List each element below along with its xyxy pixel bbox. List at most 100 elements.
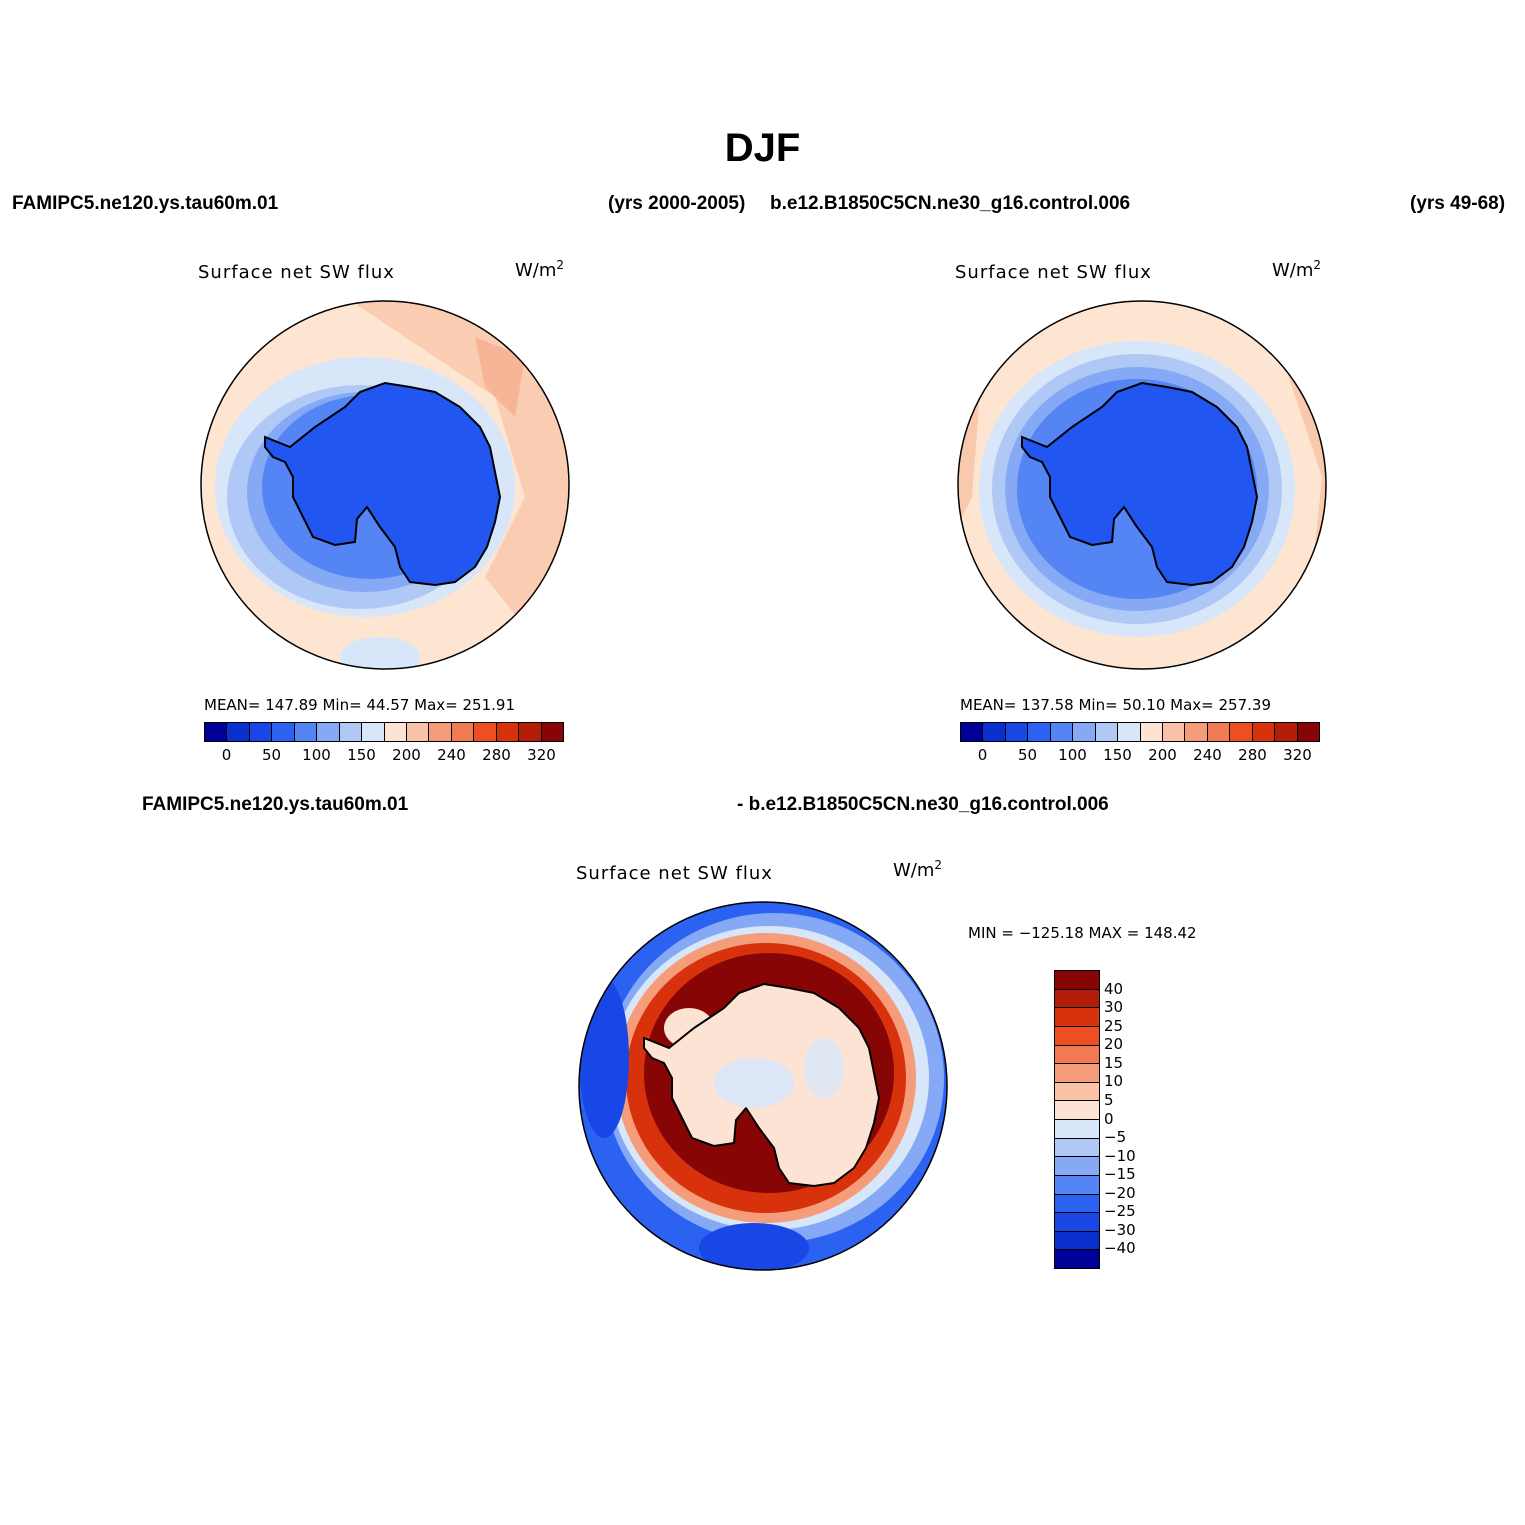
colorbar-swatch <box>1118 723 1141 741</box>
colorbar-swatch <box>1055 1064 1099 1083</box>
colorbar-swatch <box>1207 723 1231 741</box>
main-title: DJF <box>724 126 801 170</box>
colorbar-swatch <box>1055 1194 1099 1214</box>
colorbar-tick-label: 50 <box>261 746 282 764</box>
colorbar-swatch <box>1275 723 1298 741</box>
colorbar-swatch <box>1185 723 1208 741</box>
polar-map-case2 <box>957 300 1327 670</box>
colorbar-swatch <box>1055 1120 1099 1139</box>
colorbar-tick-label: 200 <box>1148 746 1177 764</box>
panel3-stats: MIN = −125.18 MAX = 148.42 <box>968 924 1197 942</box>
colorbar-tick-label: 100 <box>302 746 331 764</box>
colorbar-tick-label: −15 <box>1104 1165 1136 1184</box>
case1-years: (yrs 2000-2005) <box>608 193 746 214</box>
colorbar-case2 <box>960 722 1320 742</box>
colorbar-tick-label: 0 <box>977 746 988 764</box>
colorbar-tick-label: 200 <box>392 746 421 764</box>
colorbar-swatch <box>1028 723 1051 741</box>
colorbar-swatch <box>983 723 1006 741</box>
panel3-units: W/m2 <box>893 858 943 881</box>
panel2-title: Surface net SW flux <box>955 262 1152 283</box>
colorbar-tick-label: 40 <box>1104 979 1124 998</box>
colorbar-tick-label: 0 <box>1104 1109 1114 1128</box>
colorbar-swatch <box>227 723 250 741</box>
colorbar-swatch <box>961 723 984 741</box>
colorbar-swatch <box>272 723 295 741</box>
case2-label: b.e12.B1850C5CN.ne30_g16.control.006 <box>770 193 1131 214</box>
colorbar-swatch <box>1055 1157 1099 1176</box>
antarctica-outline-2 <box>1021 381 1259 587</box>
colorbar-tick-label: −20 <box>1104 1183 1136 1202</box>
colorbar-swatch <box>1055 1138 1099 1158</box>
colorbar-swatch <box>1297 723 1319 741</box>
colorbar-tick-label: 50 <box>1017 746 1038 764</box>
colorbar-tick-label: 30 <box>1104 998 1124 1017</box>
colorbar-swatch <box>541 723 563 741</box>
polar-map-difference <box>578 901 948 1271</box>
panel3-title: Surface net SW flux <box>576 863 773 884</box>
panel1-units: W/m2 <box>515 258 565 281</box>
colorbar-swatch <box>1095 723 1119 741</box>
polar-map-case1 <box>200 300 570 670</box>
colorbar-swatch <box>294 723 318 741</box>
colorbar-swatch <box>362 723 385 741</box>
colorbar-swatch <box>1005 723 1029 741</box>
case2-years: (yrs 49-68) <box>1410 193 1506 214</box>
colorbar-tick-label: 280 <box>1238 746 1267 764</box>
colorbar-swatch <box>1252 723 1276 741</box>
colorbar-swatch <box>249 723 273 741</box>
colorbar-tick-label: 15 <box>1104 1053 1124 1072</box>
panel2-units: W/m2 <box>1272 258 1322 281</box>
colorbar-tick-label: −30 <box>1104 1220 1136 1239</box>
colorbar-swatch <box>1050 723 1074 741</box>
colorbar-swatch <box>474 723 497 741</box>
colorbar-swatch <box>317 723 340 741</box>
colorbar-tick-label: 240 <box>437 746 466 764</box>
colorbar-case2-ticks: 0 50 100 150 200 240 280 320 <box>960 746 1320 766</box>
colorbar-tick-label: 150 <box>347 746 376 764</box>
colorbar-swatch <box>1230 723 1253 741</box>
colorbar-swatch <box>496 723 520 741</box>
colorbar-swatch <box>1055 1231 1099 1251</box>
colorbar-swatch <box>1055 1250 1099 1268</box>
colorbar-tick-label: −40 <box>1104 1239 1136 1258</box>
colorbar-swatch <box>205 723 228 741</box>
colorbar-case1-ticks: 0 50 100 150 200 240 280 320 <box>204 746 564 766</box>
colorbar-swatch <box>1073 723 1096 741</box>
colorbar-swatch <box>406 723 430 741</box>
colorbar-tick-label: 10 <box>1104 1072 1124 1091</box>
colorbar-tick-label: 25 <box>1104 1016 1124 1035</box>
colorbar-swatch <box>1055 1026 1099 1046</box>
colorbar-swatch <box>519 723 542 741</box>
colorbar-tick-label: 20 <box>1104 1035 1124 1054</box>
antarctica-outline-1 <box>264 381 502 587</box>
colorbar-swatch <box>1162 723 1186 741</box>
colorbar-swatch <box>1140 723 1163 741</box>
colorbar-swatch <box>1055 1101 1099 1120</box>
colorbar-swatch <box>1055 1082 1099 1102</box>
colorbar-swatch <box>1055 1213 1099 1232</box>
colorbar-tick-label: 240 <box>1193 746 1222 764</box>
colorbar-swatch <box>1055 1008 1099 1027</box>
panel1-stats: MEAN= 147.89 Min= 44.57 Max= 251.91 <box>204 696 515 714</box>
colorbar-swatch <box>384 723 407 741</box>
colorbar-swatch <box>1055 1175 1099 1195</box>
colorbar-tick-label: −25 <box>1104 1202 1136 1221</box>
colorbar-tick-label: 150 <box>1103 746 1132 764</box>
colorbar-swatch <box>1055 1045 1099 1065</box>
colorbar-tick-label: −5 <box>1104 1128 1127 1147</box>
colorbar-tick-label: 100 <box>1058 746 1087 764</box>
colorbar-tick-label: −10 <box>1104 1146 1136 1165</box>
case1-label: FAMIPC5.ne120.ys.tau60m.01 <box>12 193 279 214</box>
colorbar-difference-ticks: 40 30 25 20 15 10 5 0 −5 −10 −15 −20 −25 −30 −40 <box>1104 970 1164 1267</box>
colorbar-tick-label: 0 <box>221 746 232 764</box>
diff-case2-label: - b.e12.B1850C5CN.ne30_g16.control.006 <box>737 794 1109 815</box>
colorbar-swatch <box>339 723 363 741</box>
colorbar-swatch <box>451 723 475 741</box>
colorbar-swatch <box>1055 971 1099 990</box>
colorbar-difference <box>1054 970 1100 1269</box>
colorbar-swatch <box>429 723 452 741</box>
colorbar-tick-label: 320 <box>1283 746 1312 764</box>
panel1-title: Surface net SW flux <box>198 262 395 283</box>
colorbar-case1 <box>204 722 564 742</box>
